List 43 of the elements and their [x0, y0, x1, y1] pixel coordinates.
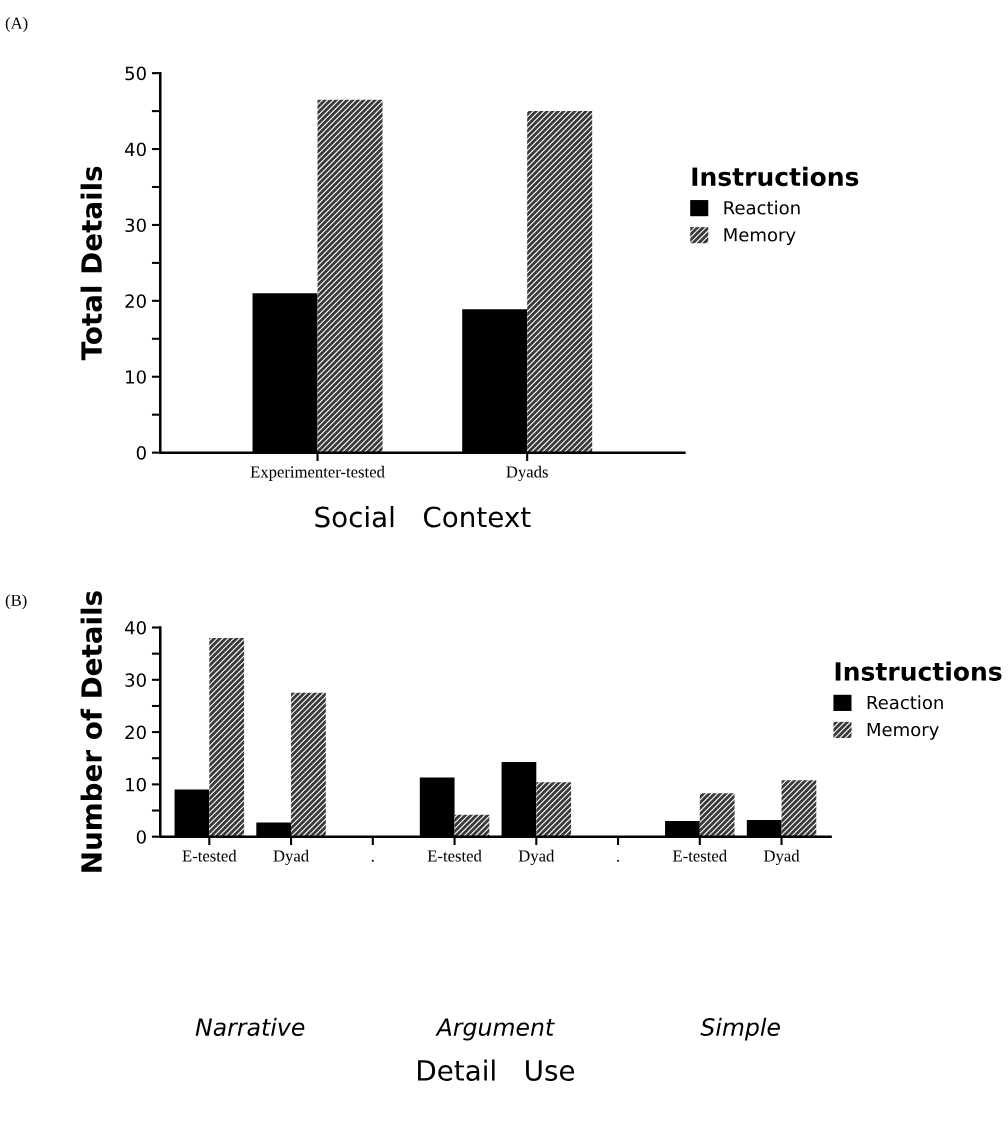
y-tick-label: 30 [125, 218, 146, 233]
y-axis-title: Total Details [80, 166, 103, 361]
y-tick-label: 0 [136, 446, 146, 460]
legend-label: Reaction [724, 200, 800, 215]
x-tick-label: Dyad [518, 849, 555, 866]
legend-label: Memory [867, 722, 939, 740]
legend-title: Instructions [835, 661, 1002, 681]
x-tick-label: Dyad [273, 849, 309, 866]
y-tick-label: 40 [124, 620, 146, 635]
bar [317, 99, 383, 453]
x-axis-title: Detail Use [418, 1059, 575, 1081]
bar [781, 780, 817, 837]
bar [209, 637, 245, 837]
bar [699, 793, 735, 837]
x-tick-label: E-tested [672, 849, 727, 862]
text: Argument [435, 1018, 555, 1041]
text: Narrative [195, 1017, 305, 1036]
legend-label: Memory [724, 228, 796, 246]
text: (A) [5, 17, 28, 33]
x-tick-label: E-tested [182, 849, 237, 862]
y-tick-label: 0 [136, 830, 146, 844]
y-tick-label: 50 [125, 66, 146, 81]
x-tick-label: Experimenter-tested [250, 465, 385, 481]
y-tick-label: 20 [125, 725, 146, 740]
text: (B) [5, 594, 27, 610]
bar [536, 782, 572, 837]
y-tick-label: 30 [125, 673, 146, 687]
x-tick-label: Dyads [506, 465, 548, 481]
y-tick-label: 10 [126, 777, 146, 792]
x-tick-label: E-tested [427, 849, 482, 862]
y-tick-label: 10 [126, 370, 146, 384]
legend-label: Reaction [867, 695, 943, 710]
x-tick-label: . [371, 859, 374, 862]
x-tick-label: Dyad [763, 849, 800, 866]
x-tick-label: . [617, 859, 620, 862]
y-tick-label: 40 [124, 142, 146, 157]
text: Simple [700, 1017, 780, 1041]
x-axis-title: Social Context [315, 505, 531, 528]
bar [291, 692, 326, 837]
y-tick-label: 20 [125, 294, 146, 308]
bar [527, 111, 593, 453]
y-axis-title: Number of Details [80, 591, 103, 872]
legend-title: Instructions [692, 166, 859, 187]
